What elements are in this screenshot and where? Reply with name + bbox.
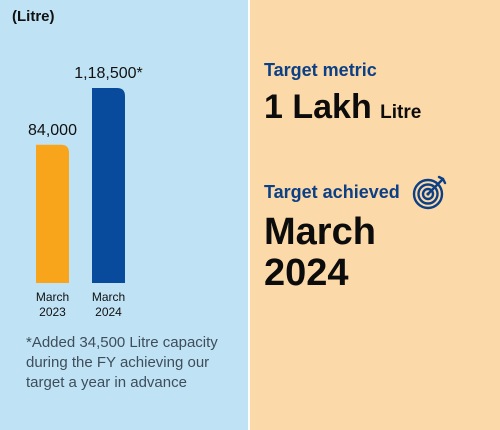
bar-chart: 84,000 March 2023 1,18,500* March 2024	[0, 0, 248, 330]
target-icon	[410, 172, 450, 212]
target-achieved-row: Target achieved	[264, 172, 450, 212]
chart-panel: (Litre) 84,000 March 2023 1,18,500* March 202…	[0, 0, 248, 430]
target-panel: Target metric 1 Lakh Litre Target achiev…	[250, 0, 500, 430]
bar-1	[92, 88, 125, 283]
target-metric-number: 1 Lakh	[264, 88, 372, 126]
category-label-0: March 2023	[36, 290, 69, 319]
bar-0	[36, 145, 69, 283]
footnote: *Added 34,500 Litre capacity during the …	[26, 333, 241, 393]
bar-value-label-0: 84,000	[28, 122, 77, 139]
category-label-1: March 2024	[92, 290, 125, 319]
target-metric-value: 1 Lakh Litre	[264, 88, 421, 127]
target-metric-unit: Litre	[380, 102, 421, 123]
bar-value-label-1: 1,18,500*	[74, 65, 143, 82]
target-achieved-heading: Target achieved	[264, 182, 400, 203]
target-metric-heading: Target metric	[264, 60, 377, 81]
target-achieved-date: March 2024	[264, 212, 376, 294]
target-achieved-year: 2024	[264, 253, 376, 294]
target-achieved-month: March	[264, 212, 376, 253]
